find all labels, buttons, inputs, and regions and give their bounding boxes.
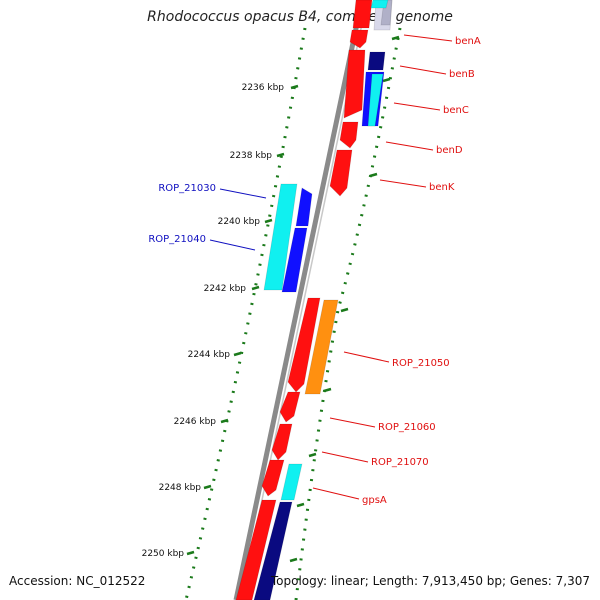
ruler-tick [203,484,212,490]
ruler-tick [220,418,229,424]
gene-ROP_21040-arrow [295,187,313,227]
gene-navy-top [367,51,386,71]
gene-benC-block [339,121,359,149]
gene-label: gpsA [362,495,387,506]
gene-leader-line [393,102,441,111]
gene-ROP_21050-red [287,297,321,393]
gene-label: ROP_21030 [158,183,216,194]
gene-benB-block [343,49,366,119]
gene-leader-line [385,141,434,151]
ruler-tick [369,172,378,178]
gene-benA-arrow [349,29,369,49]
ruler-tick [308,452,317,458]
gene-cyan-top [367,73,384,127]
gene-bottom-red [235,499,277,600]
gene-label: ROP_21070 [371,457,429,468]
gene-leader-line [343,351,390,363]
gene-ROP_21040 [281,227,308,293]
ruler-tick [323,387,332,393]
ruler-label: 2248 kbp [159,483,202,493]
ruler-tick [382,77,391,83]
ruler-label: 2240 kbp [218,217,261,227]
gene-ROP_21070 [271,423,293,461]
gene-leader-line [219,188,267,199]
gene-label: benC [443,105,469,116]
ruler-tick [290,84,299,90]
ruler-label: 2238 kbp [230,151,273,161]
ruler-tick [340,307,349,313]
gene-red-gps1 [261,459,285,497]
gene-ROP_21050-orange [304,299,339,395]
gene-ROP_21060 [279,391,301,423]
gene-label: ROP_21060 [378,422,436,433]
gene-benA-block [352,0,373,29]
ruler-tick [289,557,298,563]
ruler-label: 2242 kbp [204,284,247,294]
genome-backbone [233,0,365,600]
gene-bottom-navy [253,501,293,600]
gene-leader-line [379,179,427,188]
gene-leader-line [312,487,360,500]
genome-summary-text: Topology: linear; Length: 7,913,450 bp; … [270,574,590,588]
gene-leader-line [321,451,369,463]
gene-leader-line [329,417,376,428]
gene-gpsA [280,463,303,501]
gene-ROP_21030 [263,183,298,291]
ruler-right [294,27,402,600]
ruler-label: 2236 kbp [242,83,285,93]
gene-leader-line [403,34,453,42]
ruler-label: 2250 kbp [142,549,185,559]
ruler-left [184,27,307,600]
gene-leader-line [209,239,256,251]
ruler-tick [264,218,273,224]
gene-leader-line [399,65,447,75]
gene-label: benB [449,69,475,80]
gene-label: ROP_21040 [148,234,206,245]
gene-label: benD [436,145,463,156]
ruler-label: 2244 kbp [188,350,231,360]
gene-benD-block [329,149,353,197]
ruler-tick [276,152,285,158]
ruler-tick [296,502,305,508]
ruler-tick [233,351,242,357]
gene-label: benA [455,36,481,47]
ruler-tick [251,285,260,291]
ruler-label: 2246 kbp [174,417,217,427]
gene-cyan-tip [370,0,389,9]
ruler-tick [186,550,195,556]
gene-label: benK [429,182,455,193]
accession-text: Accession: NC_012522 [9,574,146,588]
gene-label: ROP_21050 [392,358,450,369]
ruler-tick [391,35,400,41]
